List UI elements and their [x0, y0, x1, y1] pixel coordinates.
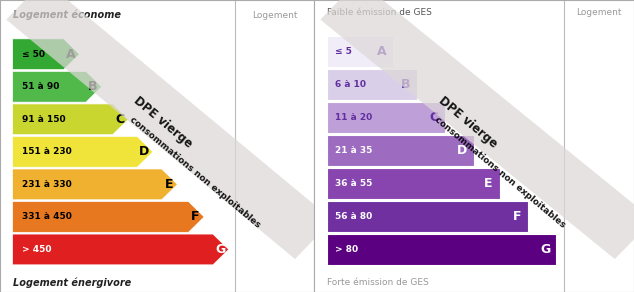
Bar: [327, 36, 393, 67]
Bar: [327, 102, 445, 133]
Text: 331 à 450: 331 à 450: [22, 212, 72, 221]
Text: > 450: > 450: [22, 245, 51, 254]
Polygon shape: [13, 39, 79, 69]
Polygon shape: [320, 0, 634, 259]
Text: B: B: [401, 78, 410, 91]
Polygon shape: [13, 104, 129, 135]
Text: Logement: Logement: [576, 8, 621, 17]
Text: C: C: [115, 113, 124, 126]
Text: > 80: > 80: [335, 245, 358, 254]
Text: 51 à 90: 51 à 90: [22, 82, 60, 91]
Text: 11 à 20: 11 à 20: [335, 113, 372, 122]
Polygon shape: [13, 71, 101, 102]
Bar: [327, 201, 528, 232]
Text: A: A: [377, 45, 387, 58]
Text: C: C: [429, 111, 439, 124]
Text: A: A: [66, 48, 75, 61]
Polygon shape: [13, 136, 153, 167]
Text: E: E: [165, 178, 173, 191]
Text: G: G: [540, 243, 550, 256]
Text: B: B: [88, 80, 98, 93]
Bar: [327, 234, 557, 265]
Text: D: D: [457, 144, 467, 157]
Text: 151 à 230: 151 à 230: [22, 147, 72, 156]
Text: 21 à 35: 21 à 35: [335, 146, 372, 155]
Text: 36 à 55: 36 à 55: [335, 179, 372, 188]
Text: consommations non exploitables: consommations non exploitables: [127, 115, 262, 230]
Text: Logement: Logement: [252, 11, 297, 20]
Text: G: G: [215, 243, 225, 256]
Text: 91 à 150: 91 à 150: [22, 115, 65, 124]
Text: DPE vierge: DPE vierge: [131, 94, 195, 151]
Text: consommations non exploitables: consommations non exploitables: [432, 115, 567, 230]
Text: D: D: [139, 145, 150, 158]
Text: Faible émission de GES: Faible émission de GES: [327, 8, 432, 17]
Text: 231 à 330: 231 à 330: [22, 180, 72, 189]
Text: Logement économe: Logement économe: [13, 10, 120, 20]
Text: F: F: [191, 211, 200, 223]
Text: Forte émission de GES: Forte émission de GES: [327, 278, 429, 287]
Text: 6 à 10: 6 à 10: [335, 80, 366, 89]
Text: 56 à 80: 56 à 80: [335, 212, 372, 221]
Polygon shape: [13, 201, 204, 232]
Text: F: F: [512, 210, 521, 223]
Polygon shape: [6, 0, 333, 259]
Polygon shape: [13, 169, 178, 200]
Bar: [327, 69, 417, 100]
Text: DPE vierge: DPE vierge: [436, 94, 500, 151]
Text: ≤ 5: ≤ 5: [335, 47, 351, 56]
Polygon shape: [13, 234, 229, 265]
Text: ≤ 50: ≤ 50: [22, 50, 45, 59]
Bar: [327, 135, 474, 166]
Bar: [327, 168, 500, 199]
Text: Logement énergivore: Logement énergivore: [13, 278, 131, 288]
Text: E: E: [484, 177, 493, 190]
